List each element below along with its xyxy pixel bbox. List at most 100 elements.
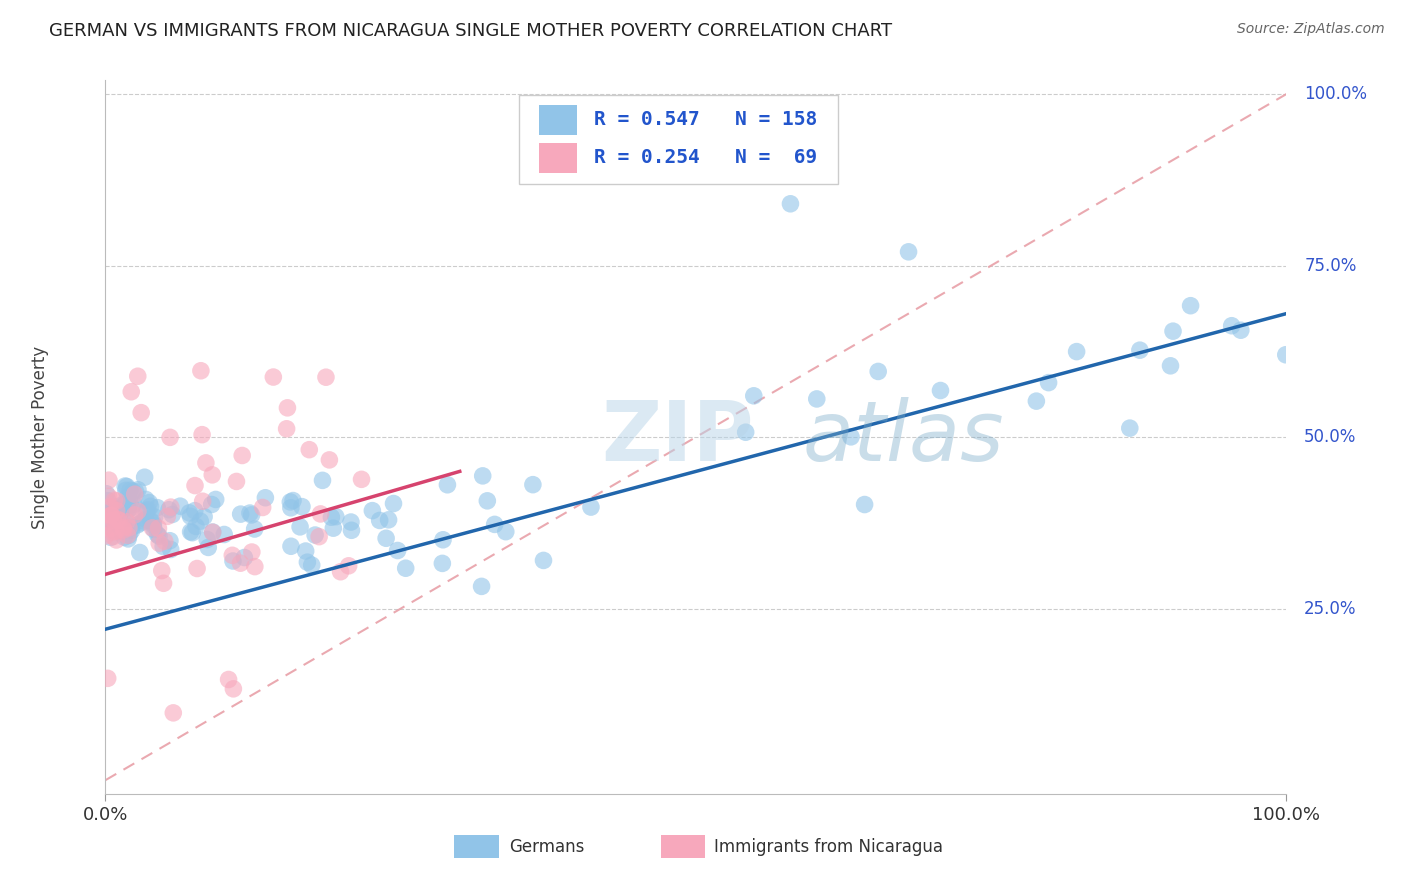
Point (181, 525, 204, 540)
Point (97, 493, 120, 508)
Point (184, 503, 207, 517)
Text: 75.0%: 75.0% (1305, 257, 1357, 275)
Point (101, 524, 124, 539)
Point (100, 508, 122, 523)
Point (190, 364, 212, 378)
Point (1275, 348, 1298, 362)
Point (110, 502, 132, 516)
Point (100, 508, 122, 523)
Point (100, 502, 122, 516)
Point (243, 559, 266, 574)
Point (191, 494, 214, 508)
Point (117, 502, 139, 516)
Point (94, 507, 117, 521)
Point (221, 549, 243, 563)
Point (315, 370, 337, 384)
Point (169, 499, 191, 513)
Point (897, 244, 920, 259)
Point (159, 533, 181, 548)
Point (280, 500, 302, 515)
Text: R = 0.547   N = 158: R = 0.547 N = 158 (595, 110, 818, 129)
Point (222, 554, 245, 568)
Point (96, 519, 118, 533)
FancyBboxPatch shape (519, 95, 838, 184)
Point (103, 512, 125, 526)
Point (201, 467, 224, 482)
Point (98, 500, 121, 514)
Point (122, 497, 145, 511)
Point (159, 500, 181, 515)
Point (112, 523, 135, 537)
Point (868, 364, 890, 378)
Point (138, 495, 160, 509)
Point (120, 483, 142, 498)
Point (309, 507, 332, 521)
Point (1180, 299, 1202, 313)
Point (301, 558, 323, 573)
Text: Single Mother Poverty: Single Mother Poverty (31, 345, 49, 529)
Point (121, 524, 143, 538)
Point (94, 529, 117, 543)
Point (579, 500, 602, 514)
Point (146, 527, 169, 541)
Point (1230, 323, 1253, 337)
Point (243, 522, 266, 536)
Point (806, 392, 828, 406)
Point (233, 550, 256, 565)
Point (276, 401, 298, 415)
Point (148, 536, 170, 550)
Point (121, 484, 143, 499)
Point (105, 524, 128, 539)
Point (929, 384, 952, 398)
Point (222, 681, 245, 696)
Point (120, 384, 142, 399)
Point (288, 520, 311, 534)
Point (477, 493, 499, 508)
Point (495, 524, 517, 539)
Point (162, 706, 184, 720)
Point (136, 502, 159, 516)
Point (254, 491, 277, 505)
Text: 50.0%: 50.0% (1305, 428, 1357, 446)
Point (97, 489, 120, 503)
Point (142, 516, 165, 531)
Point (157, 502, 180, 516)
Point (368, 513, 391, 527)
Point (387, 543, 409, 558)
Point (118, 496, 141, 510)
Point (124, 487, 146, 501)
Point (471, 468, 494, 483)
Text: Source: ZipAtlas.com: Source: ZipAtlas.com (1237, 22, 1385, 37)
Point (97, 671, 120, 685)
Point (108, 514, 131, 528)
Point (291, 500, 314, 514)
Point (117, 532, 139, 546)
Point (115, 519, 138, 533)
Point (193, 509, 215, 524)
Point (156, 509, 179, 524)
Point (135, 504, 157, 518)
Point (121, 500, 143, 515)
Point (142, 518, 165, 533)
Point (194, 456, 217, 470)
Point (118, 521, 141, 535)
Point (201, 524, 224, 539)
Point (139, 514, 162, 528)
Point (135, 492, 157, 507)
Point (186, 561, 208, 575)
Point (112, 521, 135, 535)
Point (117, 528, 139, 542)
Point (129, 516, 152, 530)
Point (114, 498, 136, 512)
Point (107, 521, 129, 535)
Point (262, 370, 284, 384)
Point (114, 520, 136, 534)
Point (148, 521, 170, 535)
Point (118, 517, 141, 532)
Point (1038, 376, 1060, 390)
Text: Germans: Germans (509, 838, 585, 856)
Point (311, 474, 333, 488)
Point (240, 545, 263, 559)
Point (105, 506, 128, 520)
Point (484, 517, 506, 532)
